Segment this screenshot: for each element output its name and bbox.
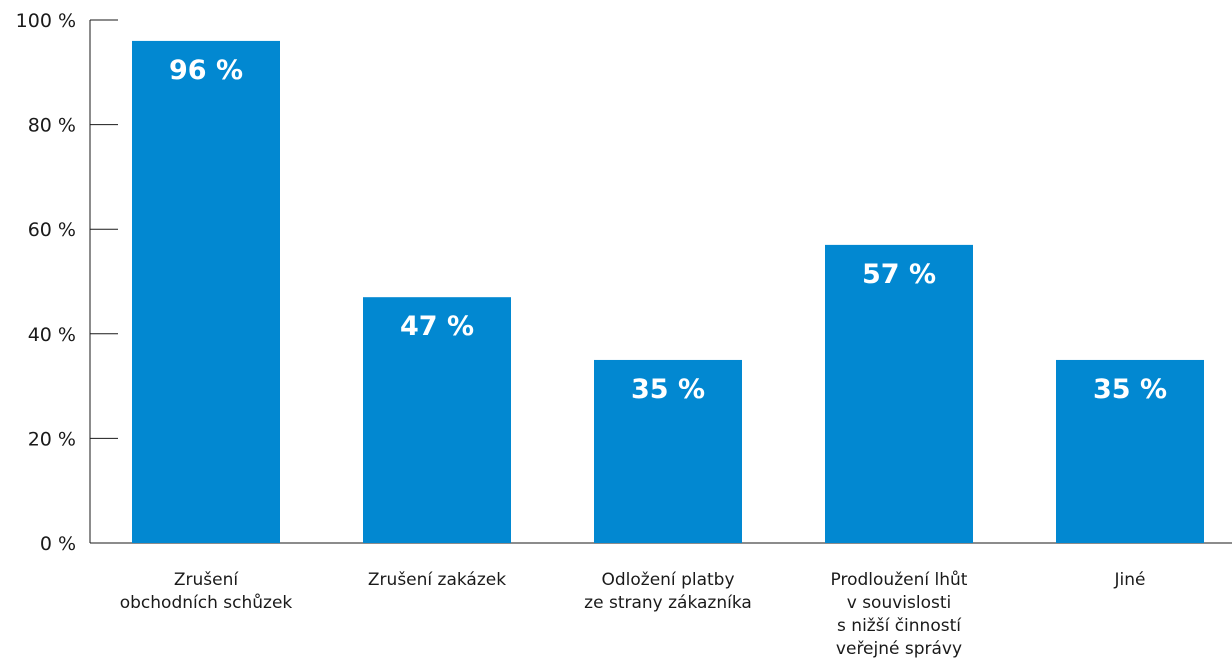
bar (594, 359, 742, 543)
y-tick-label: 20 % (28, 428, 76, 450)
bar (825, 244, 973, 543)
y-axis-ticks: 0 % 20 % 40 % 60 % 80 % 100 % (16, 10, 118, 555)
category-label: Odložení platby (601, 570, 734, 590)
y-tick-label: 80 % (28, 115, 76, 137)
bar-value-label: 35 % (1093, 374, 1167, 405)
y-tick-label: 100 % (16, 10, 76, 32)
category-label: Zrušení zakázek (368, 570, 506, 590)
category-label: Prodloužení lhůt (831, 570, 968, 590)
category-label: obchodních schůzek (120, 593, 293, 613)
bar-value-label: 96 % (169, 55, 243, 86)
bar-value-label: 57 % (862, 259, 936, 290)
category-label: veřejné správy (836, 639, 962, 659)
x-axis-categories: Zrušení obchodních schůzek Zrušení zakázek… (120, 570, 1146, 659)
category-label: v souvislosti (847, 593, 952, 613)
y-tick-label: 60 % (28, 219, 76, 241)
category-label: Jiné (1114, 570, 1146, 590)
bar (132, 40, 280, 544)
category-label: s nižší činností (837, 616, 962, 636)
category-label: ze strany zákazníka (584, 593, 752, 613)
bar-value-label: 47 % (400, 311, 474, 342)
y-tick-label: 40 % (28, 324, 76, 346)
category-label: Zrušení (174, 570, 240, 590)
bar (363, 297, 511, 543)
bar-value-label: 35 % (631, 374, 705, 405)
bars: 96 % 47 % 35 % 57 % 35 % (132, 40, 1204, 544)
y-tick-label: 0 % (40, 533, 76, 555)
bar (1056, 359, 1204, 543)
